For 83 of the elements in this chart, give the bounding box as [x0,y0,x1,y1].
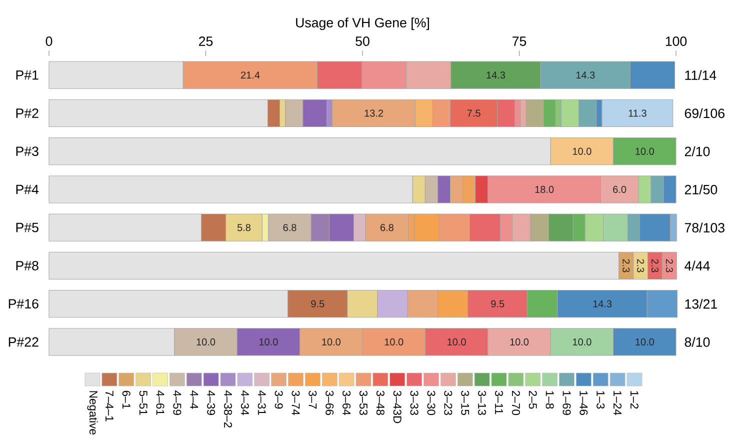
legend-label: 4–39 [207,390,216,415]
data-label: 21.4 [241,72,260,79]
data-label: 10.0 [384,338,404,346]
legend-label: 6–1 [122,390,130,409]
data-label: 9.5 [311,300,324,308]
legend-label: 4–4 [190,390,198,409]
legend-label: 4–38–2 [224,390,232,428]
legend-label: 2–5 [528,390,537,409]
legend-label: 7–4–1 [106,390,114,422]
legend-label: 3–13 [478,390,486,415]
data-label: 10.0 [572,338,592,346]
text: 69/106 [684,108,724,118]
data-label: 10.0 [636,338,654,346]
data-label: 14.3 [593,300,612,308]
data-label: 9.5 [491,300,504,308]
legend-label: 1–8 [546,391,554,409]
legend-label: 1–69 [562,391,571,415]
text: 11/14 [685,70,716,80]
text: 21/50 [684,184,718,194]
data-label: 2.3 [651,259,659,272]
text: 78/103 [684,222,724,232]
data-label: 2.3 [637,259,644,272]
data-label: 10.0 [259,338,278,346]
legend-label: 3–30 [427,390,436,416]
text: 13/21 [685,298,717,309]
legend-label: 3–15 [461,390,470,416]
legend-label: 3–48 [376,390,384,415]
text: 8/10 [684,337,710,347]
legend-label: 1–3 [596,391,605,409]
y-tick-label: P#16 [8,299,38,309]
x-axis-title: Usage of VH Gene [%] [296,18,429,30]
legend-label: 3–11 [494,390,503,414]
x-tick-label: 0 [46,36,52,46]
x-tick-label: 100 [666,36,687,46]
y-tick-label: P#3 [16,146,38,156]
data-label: 10.0 [636,148,654,155]
y-tick-label: P#22 [8,337,38,347]
data-label: 14.3 [576,72,595,79]
data-label: 10.0 [322,338,340,346]
data-label: 6.8 [283,224,296,232]
data-label: 2.3 [666,259,673,272]
legend-label: Negative [87,391,98,434]
legend-label: 3–66 [326,390,334,415]
legend-label: 3–33 [410,390,418,415]
legend-label: 3–53 [359,390,368,415]
legend-label: 4–31 [258,390,266,415]
y-tick-label: P#8 [16,260,38,270]
legend-label: 1–2 [630,391,638,409]
data-label: 6.0 [613,186,626,193]
y-tick-label: P#2 [16,108,38,118]
legend-label: 3–74 [292,390,300,416]
data-label: 5.8 [237,224,251,232]
y-tick-label: P#4 [16,184,39,194]
data-label: 11.3 [628,110,646,117]
data-label: 10.0 [196,338,216,346]
data-label: 14.3 [486,72,506,79]
x-tick-label: 25 [199,36,213,46]
legend-label: 3–23 [444,390,452,415]
legend-label: 1–46 [580,391,588,415]
x-tick-label: 75 [512,36,526,46]
data-label: 10.0 [448,338,466,346]
legend-label: 4–61 [156,390,164,415]
y-tick-label: P#1 [16,70,38,80]
data-label: 10.0 [510,338,529,346]
data-label: 7.5 [467,110,480,117]
legend-label: 4–34 [240,390,249,416]
legend-label: 1–24 [614,391,622,416]
legend-label: 3–43D [393,390,402,424]
text: 2/10 [684,146,710,156]
legend-label: 5–51 [139,390,148,415]
x-tick-label: 50 [356,36,370,46]
data-label: 6.8 [380,224,394,232]
data-label: 18.0 [535,186,554,193]
legend-label: 4–59 [173,390,182,415]
legend-label: 3–64 [342,390,351,416]
legend-label: 3–9 [274,390,283,409]
legend-label: 2–70 [512,390,520,416]
data-label: 13.2 [364,110,384,117]
data-label: 10.0 [572,148,592,155]
text: 4/44 [684,260,710,271]
y-tick-label: P#5 [16,222,38,232]
data-label: 2.3 [622,259,630,272]
legend-label: 3–7 [308,390,317,409]
